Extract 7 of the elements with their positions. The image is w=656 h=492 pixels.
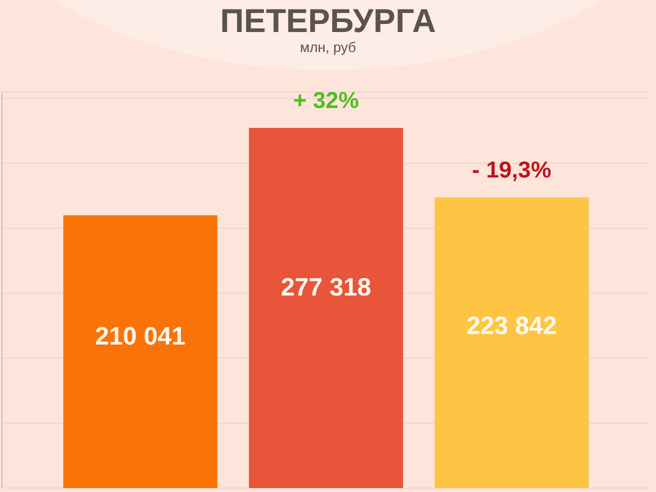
annotation: - 19,3% xyxy=(472,156,552,182)
annotation: + 32% xyxy=(293,86,359,113)
chart-subtitle: млн, руб xyxy=(300,39,356,55)
data-label: 210 041 xyxy=(95,322,186,350)
data-label: 277 318 xyxy=(280,273,372,302)
chart-title: ПЕТЕРБУРГА xyxy=(220,2,436,39)
data-label: 223 842 xyxy=(466,312,557,340)
